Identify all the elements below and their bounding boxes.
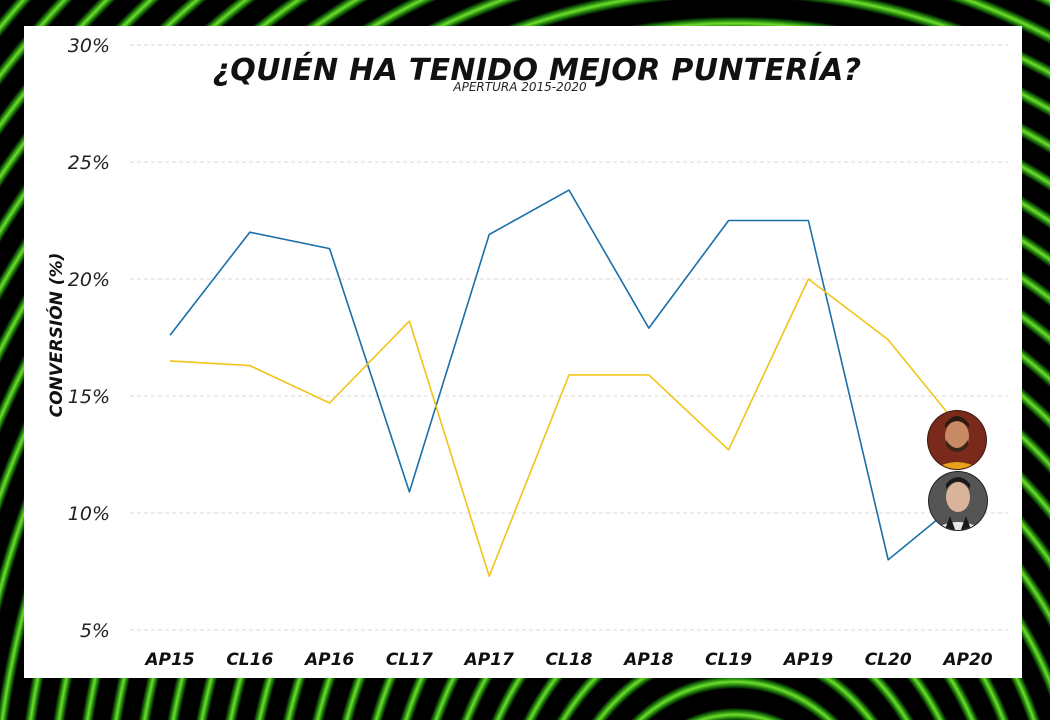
chart-title: ¿QUIÉN HA TENIDO MEJOR PUNTERÍA? xyxy=(213,52,862,88)
player-photo-yellow-series xyxy=(927,410,987,470)
x-tick-label: CL17 xyxy=(386,650,433,670)
x-axis: AP15 CL16 AP16 CL17 AP17 CL18 AP18 CL19 AP19 CL20… xyxy=(143,650,992,670)
y-tick-label: 30% xyxy=(68,35,110,57)
series-line-0 xyxy=(169,189,969,561)
x-tick-label: AP17 xyxy=(463,650,514,670)
y-tick-label: 20% xyxy=(68,269,110,291)
y-tick-label: 10% xyxy=(68,503,110,525)
y-axis: 5% 10% 15% 20% 25% 30% xyxy=(68,35,110,642)
series-lines xyxy=(169,189,969,578)
x-tick-label: CL20 xyxy=(865,650,912,670)
y-axis-label: CONVERSIÓN (%) xyxy=(45,253,67,418)
x-tick-label: AP16 xyxy=(303,650,354,670)
x-tick-label: CL19 xyxy=(705,650,752,670)
x-tick-label: AP18 xyxy=(622,650,673,670)
y-tick-label: 15% xyxy=(68,386,110,408)
x-tick-label: CL18 xyxy=(546,650,593,670)
x-tick-label: CL16 xyxy=(226,650,273,670)
chart-panel xyxy=(24,26,1022,678)
x-tick-label: AP15 xyxy=(143,650,194,670)
y-tick-label: 5% xyxy=(80,620,110,642)
y-tick-label: 25% xyxy=(68,152,110,174)
grid xyxy=(130,44,1008,631)
x-tick-label: AP19 xyxy=(782,650,833,670)
chart-subtitle: APERTURA 2015-2020 xyxy=(452,80,587,94)
player-photo-blue-series xyxy=(928,471,988,531)
x-tick-label: AP20 xyxy=(941,650,992,670)
series-line-1 xyxy=(169,278,969,578)
